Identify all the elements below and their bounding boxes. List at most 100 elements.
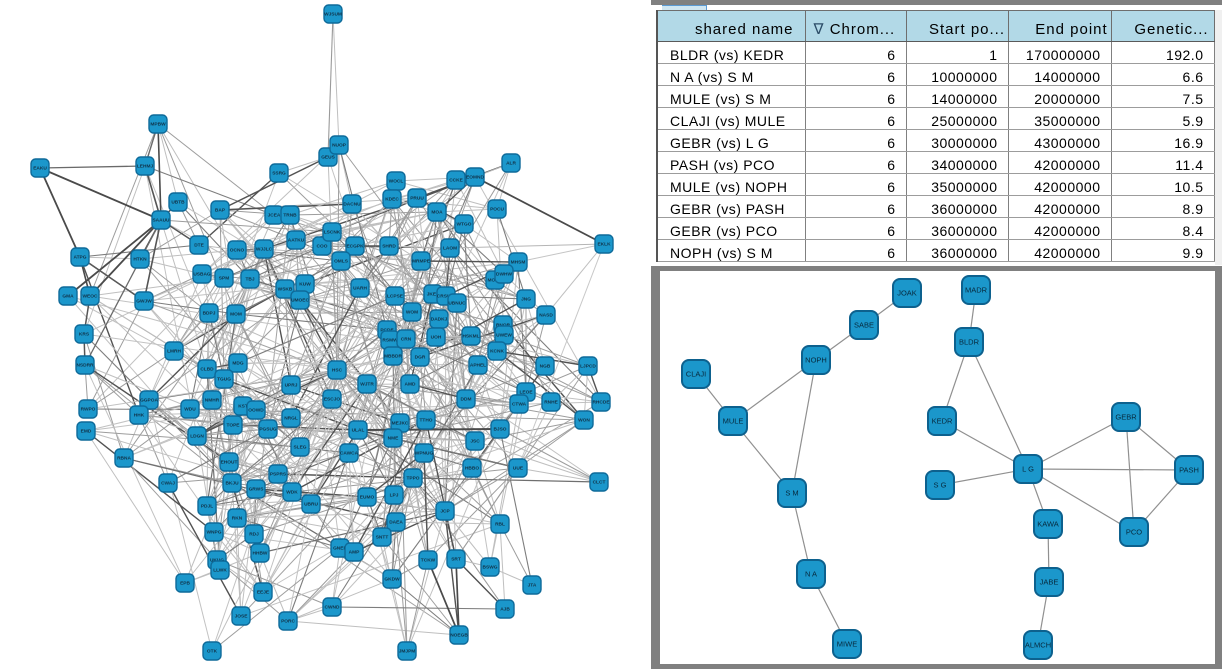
svg-text:EAKU: EAKU bbox=[33, 166, 47, 172]
svg-text:LLWK: LLWK bbox=[213, 568, 227, 574]
svg-text:CRSWO: CRSWO bbox=[437, 294, 456, 300]
svg-text:L G: L G bbox=[1022, 465, 1034, 474]
svg-text:PSPRS: PSPRS bbox=[270, 472, 287, 478]
svg-text:UUE: UUE bbox=[513, 466, 524, 472]
svg-text:WSKB: WSKB bbox=[278, 287, 293, 293]
svg-text:EUMO: EUMO bbox=[360, 495, 375, 501]
svg-text:OMLS: OMLS bbox=[334, 259, 349, 265]
svg-text:N A: N A bbox=[805, 570, 817, 579]
svg-text:NUOP: NUOP bbox=[332, 143, 347, 149]
svg-text:ULAL: ULAL bbox=[352, 428, 365, 434]
svg-text:WDK: WDK bbox=[286, 490, 298, 496]
svg-text:COO: COO bbox=[317, 244, 328, 250]
svg-text:NSDRR: NSDRR bbox=[76, 363, 94, 369]
svg-text:RBL: RBL bbox=[495, 522, 505, 528]
svg-text:MEJKC: MEJKC bbox=[392, 421, 409, 427]
svg-text:BAP: BAP bbox=[215, 208, 226, 214]
svg-text:MADR: MADR bbox=[965, 286, 988, 295]
svg-text:TGUG: TGUG bbox=[217, 377, 231, 383]
svg-text:AMP: AMP bbox=[349, 550, 360, 556]
svg-text:LMRH: LMRH bbox=[167, 349, 181, 355]
svg-text:S M: S M bbox=[785, 489, 798, 498]
svg-text:UWEW: UWEW bbox=[496, 333, 512, 339]
svg-text:LJPCD: LJPCD bbox=[580, 364, 596, 370]
svg-text:SRT: SRT bbox=[451, 557, 461, 563]
svg-text:WTGO: WTGO bbox=[457, 222, 472, 228]
svg-text:CLCT: CLCT bbox=[593, 480, 606, 486]
svg-text:MIWE: MIWE bbox=[837, 640, 857, 649]
svg-text:SSRG: SSRG bbox=[272, 171, 286, 177]
svg-text:WJSUM: WJSUM bbox=[324, 12, 342, 18]
svg-text:WJTR: WJTR bbox=[360, 382, 374, 388]
svg-text:DWHW: DWHW bbox=[496, 272, 512, 278]
svg-text:UARH: UARH bbox=[353, 286, 367, 292]
svg-text:NRGL: NRGL bbox=[284, 416, 298, 422]
svg-text:LDGN: LDGN bbox=[190, 434, 204, 440]
svg-text:RNHE: RNHE bbox=[544, 400, 558, 406]
svg-text:SABE: SABE bbox=[854, 321, 874, 330]
svg-text:SHRD: SHRD bbox=[382, 244, 396, 250]
svg-text:TOPE: TOPE bbox=[227, 423, 241, 429]
svg-text:OCNO: OCNO bbox=[230, 248, 245, 254]
svg-text:WDU: WDU bbox=[184, 407, 196, 413]
svg-text:GEUS: GEUS bbox=[321, 155, 335, 161]
svg-text:ESCJO: ESCJO bbox=[324, 397, 341, 403]
svg-text:UBRU: UBRU bbox=[304, 502, 318, 508]
svg-text:WPNUG: WPNUG bbox=[415, 451, 434, 457]
svg-text:POCU: POCU bbox=[490, 207, 504, 213]
svg-text:ECGPK: ECGPK bbox=[346, 244, 364, 250]
svg-text:ATPG: ATPG bbox=[74, 255, 87, 261]
svg-text:GEBR: GEBR bbox=[1115, 413, 1137, 422]
svg-text:CLAJI: CLAJI bbox=[686, 370, 706, 379]
svg-text:PDJL: PDJL bbox=[201, 504, 213, 510]
svg-text:BKJU: BKJU bbox=[225, 481, 239, 487]
svg-text:CWND: CWND bbox=[325, 605, 340, 611]
svg-text:TCKW: TCKW bbox=[421, 558, 436, 564]
svg-text:ALMCH: ALMCH bbox=[1025, 641, 1051, 650]
svg-text:APHEL: APHEL bbox=[470, 363, 486, 369]
svg-text:NGB: NGB bbox=[540, 364, 551, 370]
svg-text:GNEK: GNEK bbox=[333, 546, 347, 552]
svg-text:TTHO: TTHO bbox=[419, 418, 432, 424]
svg-text:AATKU: AATKU bbox=[288, 238, 305, 244]
svg-text:KUW: KUW bbox=[299, 282, 311, 288]
svg-text:MHSM: MHSM bbox=[511, 260, 526, 266]
svg-text:UOH: UOH bbox=[431, 335, 442, 341]
svg-text:DAEA: DAEA bbox=[389, 520, 403, 526]
svg-text:PCO: PCO bbox=[1126, 528, 1142, 537]
svg-text:WNPG: WNPG bbox=[207, 530, 222, 536]
svg-text:KAWA: KAWA bbox=[1037, 520, 1059, 529]
svg-text:DTE: DTE bbox=[194, 243, 204, 249]
svg-text:JNG: JNG bbox=[521, 297, 531, 303]
svg-text:DADKJ: DADKJ bbox=[431, 317, 448, 323]
svg-text:CTWA: CTWA bbox=[512, 402, 527, 408]
svg-text:LAOM: LAOM bbox=[443, 246, 457, 252]
svg-text:PRUU: PRUU bbox=[410, 196, 424, 202]
svg-text:KEDR: KEDR bbox=[932, 417, 953, 426]
svg-text:JCEA: JCEA bbox=[268, 213, 281, 219]
svg-text:MDG: MDG bbox=[232, 361, 243, 367]
svg-text:WEOC: WEOC bbox=[83, 294, 98, 300]
svg-text:MOM: MOM bbox=[230, 312, 242, 318]
svg-text:WJJLC: WJJLC bbox=[256, 247, 273, 253]
svg-text:MOA: MOA bbox=[431, 210, 443, 216]
svg-text:JOSE: JOSE bbox=[235, 614, 249, 620]
svg-text:EEJE: EEJE bbox=[257, 590, 270, 596]
svg-text:LPJ: LPJ bbox=[390, 493, 399, 499]
svg-text:AJB: AJB bbox=[500, 607, 510, 613]
svg-text:JTA: JTA bbox=[528, 583, 537, 589]
svg-text:NME: NME bbox=[388, 436, 399, 442]
svg-text:EPB: EPB bbox=[180, 581, 190, 587]
svg-text:JABE: JABE bbox=[1040, 578, 1059, 587]
svg-text:JCP: JCP bbox=[440, 509, 450, 515]
svg-text:JMJPM: JMJPM bbox=[399, 649, 416, 655]
svg-text:GWJW: GWJW bbox=[136, 299, 152, 305]
svg-text:ALR: ALR bbox=[506, 161, 516, 167]
svg-text:EKLK: EKLK bbox=[597, 242, 611, 248]
svg-text:JSC: JSC bbox=[470, 439, 480, 445]
svg-text:MRMPE: MRMPE bbox=[412, 259, 431, 265]
svg-text:WOCL: WOCL bbox=[389, 179, 404, 185]
svg-text:MPBW: MPBW bbox=[150, 122, 166, 128]
svg-text:CWAJ: CWAJ bbox=[161, 481, 175, 487]
svg-text:KDEC: KDEC bbox=[385, 197, 399, 203]
